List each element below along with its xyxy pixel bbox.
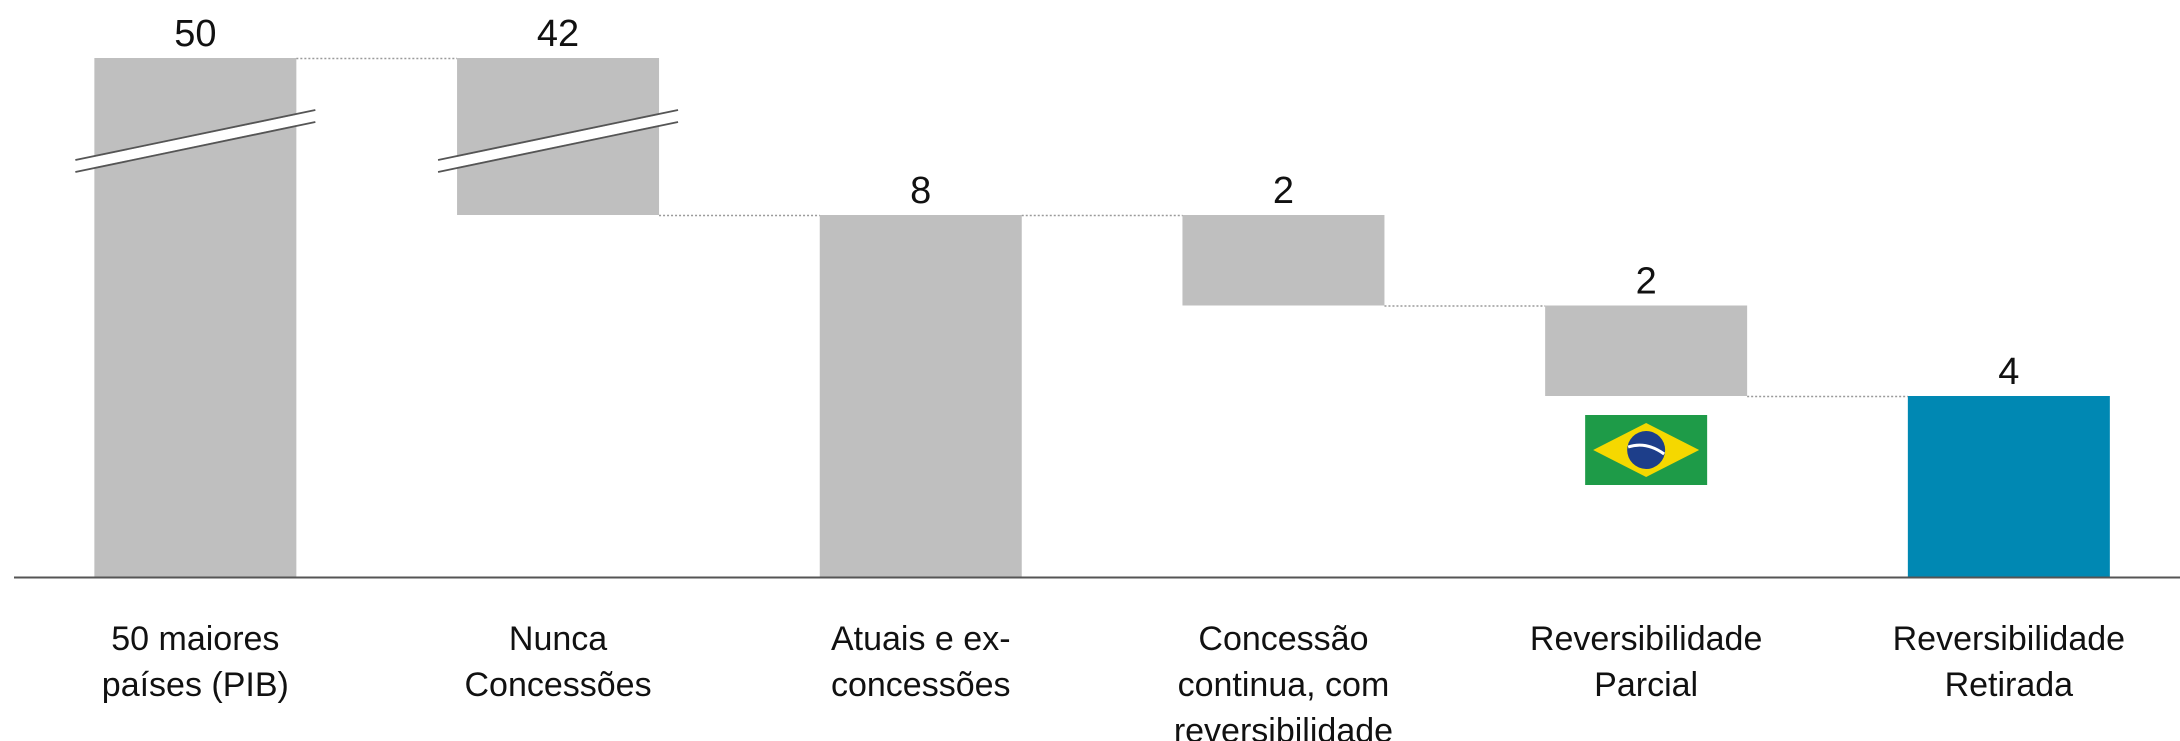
- axis-break-line-a-1: [75, 109, 316, 161]
- category-label-6: Reversibilidade Retirada: [1893, 620, 2125, 704]
- axis-break-gap-2: [437, 111, 680, 171]
- bar-4: [1182, 215, 1385, 306]
- axis-break-line-a-2: [437, 109, 679, 161]
- flag-globe: [1627, 431, 1666, 469]
- category-label-1: 50 maiores países (PIB): [102, 620, 289, 704]
- value-label-4: 2: [1273, 170, 1294, 212]
- bar-5: [1545, 305, 1748, 396]
- bar-3: [819, 215, 1022, 577]
- axis-break-line-b-2: [437, 121, 679, 173]
- value-label-3: 8: [910, 170, 931, 212]
- category-label-5: Reversibilidade Parcial: [1530, 620, 1762, 704]
- category-label-4: Concessão continua, com reversibilidade: [1174, 620, 1393, 741]
- brazil-flag-icon: [1585, 415, 1708, 485]
- axis-break-gap-1: [74, 111, 317, 171]
- axis-breaks-layer: [74, 109, 680, 173]
- value-labels-layer: 50 42 8 2 2 4: [174, 13, 2019, 393]
- bar-6: [1907, 396, 2110, 577]
- bars-layer: [94, 58, 2110, 577]
- value-label-6: 4: [1998, 351, 2019, 393]
- value-label-1: 50: [174, 13, 216, 55]
- value-label-2: 42: [537, 13, 579, 55]
- category-label-3: Atuais e ex-concessões: [831, 620, 1011, 704]
- category-label-2: Nunca Concessões: [464, 620, 651, 704]
- value-label-5: 2: [1636, 261, 1657, 303]
- flag-band: [1627, 443, 1666, 456]
- axis-break-line-b-1: [75, 121, 316, 173]
- connectors-layer: [296, 57, 1908, 398]
- category-labels-layer: 50 maiores países (PIB) Nunca Concessões Atu…: [102, 620, 2125, 741]
